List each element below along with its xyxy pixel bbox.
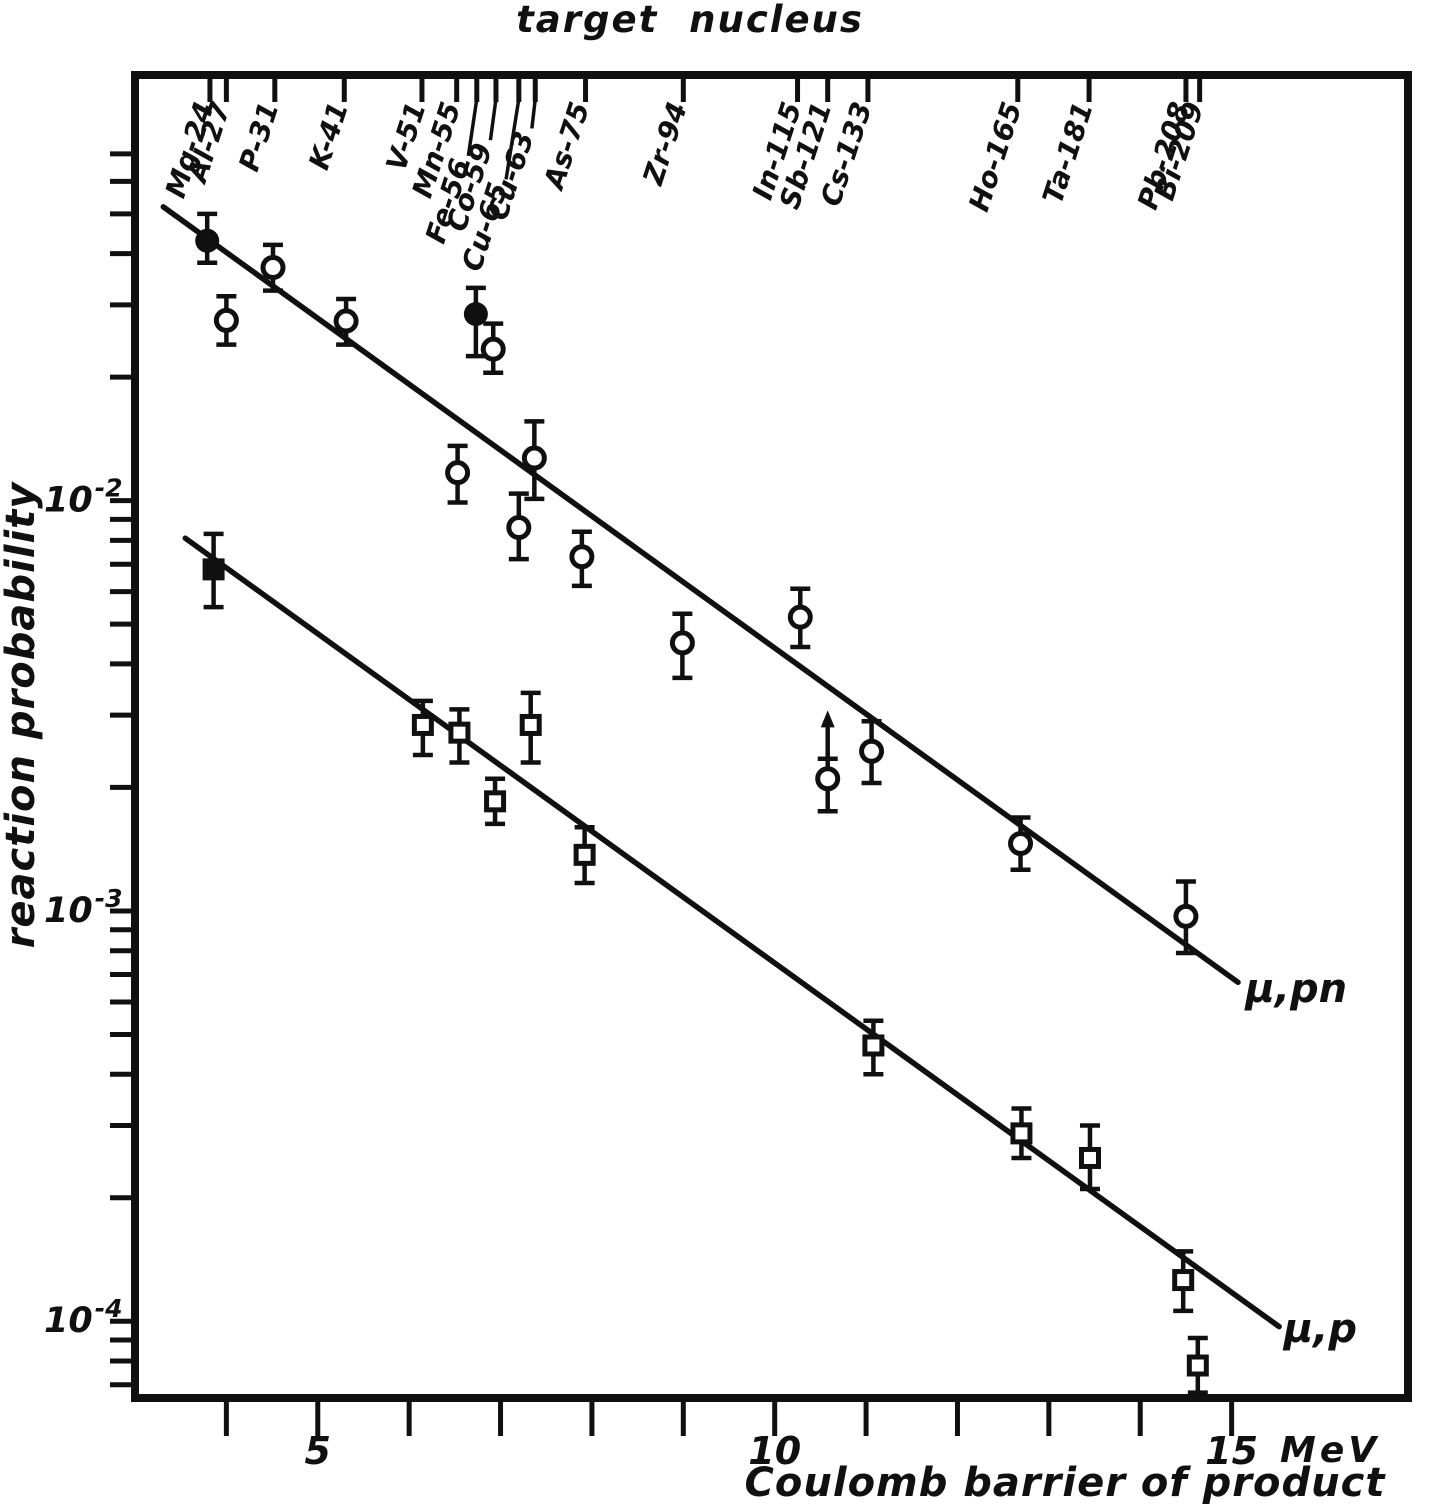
nucleus-label: Ta-181 [1036, 98, 1100, 208]
data-point-square [573, 843, 596, 866]
x-tick-label: 10 [748, 1429, 801, 1473]
nucleus-label: Ho-165 [962, 98, 1028, 215]
x-tick-label: 15 [1205, 1429, 1258, 1473]
series-mu-p [202, 531, 1209, 1395]
data-point-filled-circle [463, 302, 488, 327]
data-point-circle [1173, 903, 1199, 929]
y-tick-label: 10-2 [44, 474, 123, 521]
data-point-square [448, 721, 471, 744]
data-point-square [1172, 1269, 1195, 1292]
data-point-circle [569, 544, 595, 570]
x-axis-unit-label: MeV [1280, 1430, 1380, 1471]
y-tick-label: 10-4 [44, 1294, 123, 1341]
y-axis: 10-2 10-3 10-4 reaction probability [0, 151, 135, 1388]
y-axis-title: reaction probability [0, 481, 44, 949]
data-point-circle [333, 308, 359, 334]
data-point-circle [506, 515, 532, 541]
fit-line [160, 204, 1241, 986]
data-point-square [1078, 1146, 1101, 1169]
data-point-filled-square [202, 558, 225, 581]
data-point-circle [213, 307, 239, 333]
nucleus-label: P-31 [232, 98, 285, 175]
lower-limit-arrow-head [820, 710, 835, 728]
data-point-square [484, 790, 507, 813]
data-point-circle [815, 766, 841, 792]
data-point-square [519, 713, 542, 736]
top-axis-title: target nucleus [516, 0, 864, 41]
nucleus-label: Zr-94 [636, 98, 694, 190]
data-point-square [1186, 1354, 1209, 1377]
nucleus-label-leader-line [466, 98, 479, 157]
data-point-circle [1008, 831, 1034, 857]
nucleus-label: K-41 [302, 98, 355, 174]
x-axis-title: Coulomb barrier of product [745, 1460, 1387, 1504]
data-point-circle [260, 255, 286, 281]
y-tick-label: 10-3 [44, 884, 123, 931]
data-point-square [1010, 1122, 1033, 1145]
nucleus-label-leader-line [488, 98, 498, 141]
data-point-circle [480, 336, 506, 362]
data-point-filled-circle [195, 228, 220, 253]
data-point-circle [669, 630, 695, 656]
data-point-circle [859, 738, 885, 764]
series-label: μ,pn [1243, 966, 1347, 1012]
data-point-circle [521, 445, 547, 471]
series-mu-pn [195, 211, 1199, 956]
data-point-square [862, 1034, 885, 1057]
plot-border [131, 71, 1412, 1402]
data-point-square [411, 713, 434, 736]
nucleus-label: As-75 [537, 98, 596, 195]
x-tick-label: 5 [305, 1429, 331, 1473]
series-label: μ,p [1282, 1306, 1357, 1352]
data-point-circle [787, 604, 813, 630]
fit-line [182, 535, 1282, 1330]
data-point-circle [445, 460, 471, 486]
nucleus-label-leader-line [530, 98, 538, 129]
nucleus-label-leader-line [504, 98, 521, 180]
